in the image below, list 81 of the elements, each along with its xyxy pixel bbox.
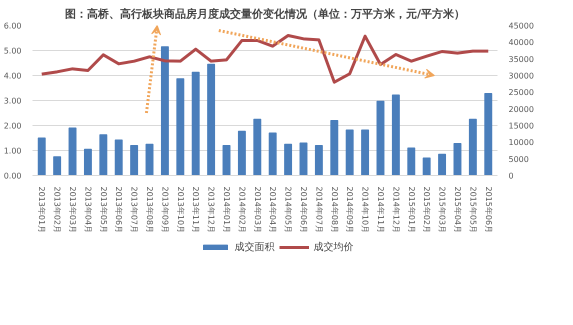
legend-label: 成交均价 [314,240,354,254]
bar [300,142,308,176]
x-tick-label: 2013年06月 [114,186,124,234]
bar [114,140,123,176]
x-tick-label: 2015年04月 [452,186,462,234]
bar [53,156,62,176]
x-tick-label: 2015年05月 [468,186,478,234]
bar [484,93,492,176]
x-tick-label: 2013年12月 [206,186,216,234]
bar [438,154,446,176]
x-tick-label: 2015年02月 [422,186,432,234]
bar [192,72,200,176]
y2-tick-label: 45000 [508,22,534,30]
x-tick-label: 2014年05月 [284,186,293,234]
x-tick-label: 2015年06月 [484,186,493,234]
bar [160,46,169,176]
x-tick-label: 2015年01月 [406,186,416,234]
y2-tick-label: 10000 [508,138,534,148]
bar [238,130,246,176]
y2-tick-label: 0 [508,172,514,180]
x-tick-label: 2013年07月 [130,186,139,234]
x-tick-label: 2014年09月 [345,186,354,234]
y2-tick-label: 35000 [508,54,534,64]
x-tick-label: 2015年03月 [438,186,447,234]
x-tick-label: 2014年03月 [252,186,262,234]
y2-tick-label: 20000 [508,104,534,114]
y-tick-label: 6.00 [4,22,22,30]
x-tick-label: 2013年02月 [52,186,62,234]
y-tick-label: 5.00 [4,46,22,56]
bar [330,120,338,176]
x-tick-label: 2013年04月 [83,186,92,234]
bar [376,100,384,176]
bar [99,134,108,176]
x-tick-label: 2014年04月 [268,186,278,234]
x-tick-label: 2014年11月 [376,186,385,234]
bar [314,145,323,176]
bar [68,128,76,176]
y2-tick-label: 25000 [508,88,534,98]
bar [268,132,277,176]
chart-title: 图：高桥、高行板块商品房月度成交量价变化情况（单位：万平方米，元/平方米） [64,8,466,20]
bar [361,130,370,176]
x-tick-label: 2014年07月 [314,186,324,234]
bar [284,144,292,176]
x-tick-label: 2013年11月 [191,186,200,234]
bar [38,138,46,176]
bar [207,64,216,176]
bar [84,148,92,176]
x-tick-label: 2014年12月 [391,186,400,234]
bar [222,145,230,176]
x-tick-label: 2014年10月 [360,186,370,234]
x-tick-label: 2014年02月 [237,186,246,234]
line-series [40,34,490,84]
x-tick-label: 2014年08月 [330,186,339,234]
x-tick-label: 2013年09月 [160,186,170,234]
y2-tick-label: 30000 [508,72,534,80]
y-tick-label: 1.00 [4,146,22,156]
bar [407,148,416,176]
x-tick-label: 2014年01月 [222,186,232,234]
x-tick-label: 2014年06月 [298,186,308,234]
y-tick-label: 4.00 [4,72,22,80]
x-tick-label: 2013年03月 [68,186,78,234]
bar [176,78,184,176]
x-tick-label: 2013年08月 [145,186,154,234]
y2-tick-label: 5000 [508,154,529,164]
bar [454,143,462,176]
y-tick-label: 3.00 [4,96,22,106]
y-tick-label: 2.00 [4,122,22,130]
bar [422,158,431,176]
y2-tick-label: 40000 [508,38,534,48]
bar [468,118,477,176]
x-tick-label: 2013年05月 [98,186,108,234]
bar [146,144,154,176]
legend-label: 成交面积 [234,240,274,254]
bar [253,118,262,176]
y2-tick-label: 15000 [508,122,534,130]
x-tick-label: 2013年01月 [37,186,46,234]
y-tick-label: 0.00 [4,172,22,180]
x-tick-label: 2013年10月 [176,186,185,234]
bar [392,94,400,176]
bar [130,145,138,176]
bar [346,130,354,176]
